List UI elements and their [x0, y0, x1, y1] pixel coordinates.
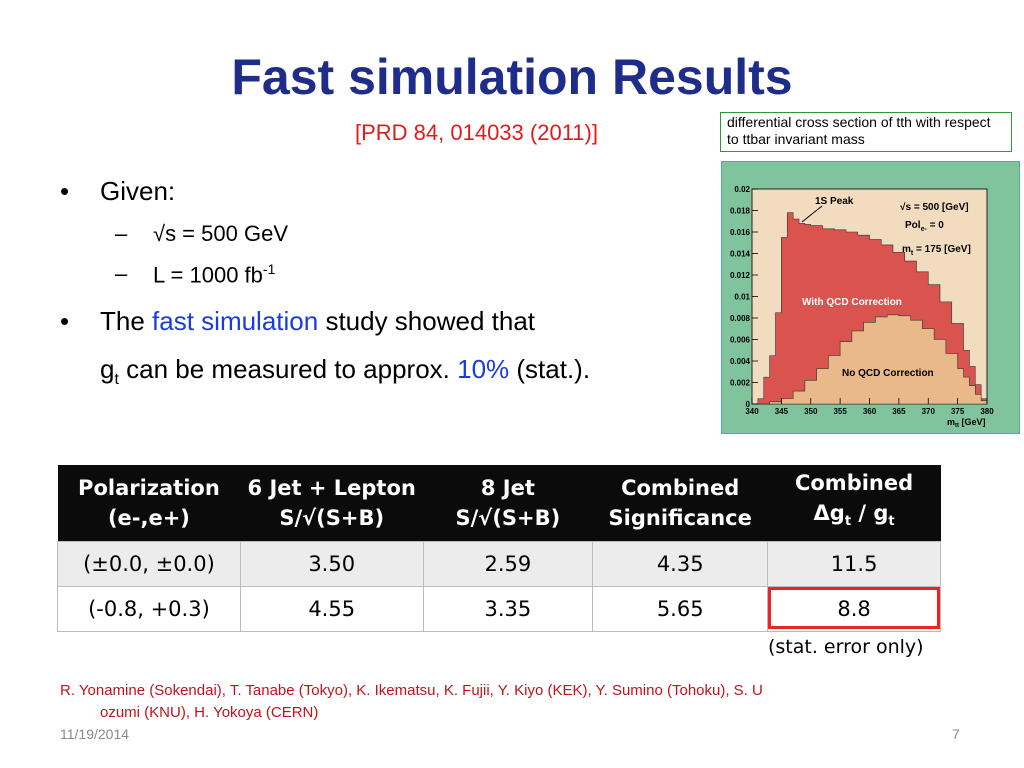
- authors-list: R. Yonamine (Sokendai), T. Tanabe (Tokyo…: [60, 680, 960, 724]
- th-line: Combined: [621, 476, 740, 500]
- bullet-text: (stat.).: [509, 354, 591, 384]
- th-combined-significance: Combined Significance: [592, 465, 768, 542]
- th-8jet: 8 Jet S/√(S+B): [423, 465, 593, 542]
- page-title: Fast simulation Results: [231, 49, 793, 105]
- table-row: (±0.0, ±0.0) 3.50 2.59 4.35 11.5: [57, 541, 941, 587]
- table-cell: 3.35: [422, 586, 594, 632]
- legend-text: = 0: [927, 220, 944, 231]
- th-line: 8 Jet: [480, 476, 535, 500]
- x-tick-label: 355: [833, 407, 847, 416]
- highlight-fast-simulation: fast simulation: [152, 306, 319, 336]
- th-line: 6 Jet + Lepton: [247, 476, 416, 500]
- bullet-dot: •: [60, 176, 70, 206]
- luminosity-exponent: -1: [262, 261, 276, 277]
- annotation-1s-peak: 1S Peak: [815, 196, 854, 207]
- x-axis-label: mtt [GeV]: [947, 417, 986, 429]
- x-tick-label: 360: [863, 407, 877, 416]
- peak-arrow: [801, 205, 823, 223]
- y-tick-label: 0.018: [730, 207, 751, 216]
- page-number: 7: [952, 726, 960, 742]
- bullet-sqrt-s: √s = 500 GeV: [153, 221, 288, 246]
- legend-polarization: Pole- = 0: [905, 220, 944, 233]
- x-tick-label: 380: [980, 407, 994, 416]
- authors-line: R. Yonamine (Sokendai), T. Tanabe (Tokyo…: [60, 682, 763, 699]
- series-area-1: [757, 314, 988, 405]
- th-line: Combined: [794, 471, 914, 496]
- x-tick-label: 365: [892, 407, 906, 416]
- annotation-no-qcd: No QCD Correction: [842, 368, 934, 379]
- table-cell: 5.65: [592, 586, 769, 632]
- highlight-box: [768, 587, 940, 629]
- chart-svg: 0 0.002 0.004 0.006 0.008 0.01 0.012 0.014 0.016…: [730, 185, 994, 429]
- y-tick-label: 0.01: [734, 293, 750, 302]
- bullet-gt-measure: gt can be measured to approx. 10% (stat.…: [100, 354, 590, 389]
- y-tick-label: 0.02: [734, 185, 750, 194]
- y-tick-label: 0: [746, 400, 751, 409]
- y-tick-label: 0.004: [730, 357, 751, 366]
- y-tick-label: 0.002: [730, 379, 751, 388]
- luminosity-text: L = 1000 fb: [153, 262, 263, 288]
- x-tick-label: 340: [745, 407, 759, 416]
- table-cell: 4.35: [592, 541, 769, 587]
- y-tick-label: 0.016: [730, 228, 751, 237]
- th-line: S/√(S+B): [455, 506, 561, 530]
- plot-caption: differential cross section of tth with r…: [720, 112, 1012, 152]
- legend-text: m: [902, 244, 911, 255]
- table-cell: 2.59: [422, 541, 594, 587]
- th-polarization: Polarization (e-,e+): [57, 465, 241, 542]
- bullet-luminosity: L = 1000 fb-1: [153, 261, 275, 288]
- table-cell: (-0.8, +0.3): [57, 586, 241, 632]
- th-6jet: 6 Jet + Lepton S/√(S+B): [240, 465, 424, 542]
- legend-sqrt-s: √s = 500 [GeV]: [900, 202, 969, 213]
- legend-sub: t: [911, 250, 914, 257]
- x-tick-label: 375: [951, 407, 965, 416]
- bullet-dot: •: [60, 306, 70, 336]
- axis-text: [GeV]: [959, 417, 986, 427]
- bullet-text: study showed that: [318, 306, 536, 336]
- gt-subscript: t: [114, 371, 119, 389]
- x-tick-label: 370: [922, 407, 936, 416]
- authors-line: ozumi (KNU), H. Yokoya (CERN): [100, 704, 319, 721]
- stat-error-note: (stat. error only): [768, 636, 924, 658]
- bullet-fast-sim: The fast simulation study showed that: [100, 306, 535, 337]
- y-tick-label: 0.012: [730, 271, 751, 280]
- annotation-with-qcd: With QCD Correction: [802, 297, 902, 308]
- legend-sub: e-: [921, 226, 928, 233]
- y-tick-label: 0.006: [730, 336, 751, 345]
- x-tick-label: 350: [804, 407, 818, 416]
- legend-text: = 175 [GeV]: [913, 244, 971, 255]
- th-sub: t: [888, 514, 895, 530]
- legend-text: Pol: [905, 220, 921, 231]
- th-line: Significance: [608, 506, 752, 530]
- footer-date: 11/19/2014: [60, 726, 130, 742]
- table-cell: 4.55: [239, 586, 424, 632]
- th-line: / g: [851, 501, 889, 526]
- y-tick-label: 0.008: [730, 314, 751, 323]
- bullet-text: can be measured to approx.: [118, 354, 458, 384]
- x-tick-label: 345: [775, 407, 789, 416]
- axis-text: m: [947, 417, 955, 427]
- th-sub: t: [844, 514, 852, 530]
- reference-citation: [PRD 84, 014033 (2011)]: [355, 120, 598, 145]
- y-tick-label: 0.014: [730, 250, 751, 259]
- legend-top-mass: mt = 175 [GeV]: [902, 244, 971, 257]
- bullet-text: The: [100, 306, 153, 336]
- table-header-row: Polarization (e-,e+) 6 Jet + Lepton S/√(S+…: [57, 465, 941, 542]
- table-cell: 3.50: [239, 541, 424, 587]
- table-cell: 11.5: [767, 541, 941, 587]
- th-line: Δg: [813, 501, 845, 526]
- sub-dash: –: [115, 221, 128, 246]
- sub-dash: –: [115, 261, 128, 286]
- th-line: Polarization: [78, 476, 220, 500]
- th-line: (e-,e+): [107, 506, 190, 530]
- highlight-percent: 10%: [457, 354, 510, 384]
- bullet-given: Given:: [100, 176, 176, 206]
- table-cell: (±0.0, ±0.0): [57, 541, 241, 587]
- axis-sub: tt: [955, 423, 959, 429]
- cross-section-plot: 0 0.002 0.004 0.006 0.008 0.01 0.012 0.014 0.016…: [721, 161, 1020, 434]
- th-combined-dgt: Combined Δgt / gt: [767, 465, 941, 542]
- th-line: S/√(S+B): [279, 506, 385, 530]
- bullet-text: g: [100, 354, 115, 384]
